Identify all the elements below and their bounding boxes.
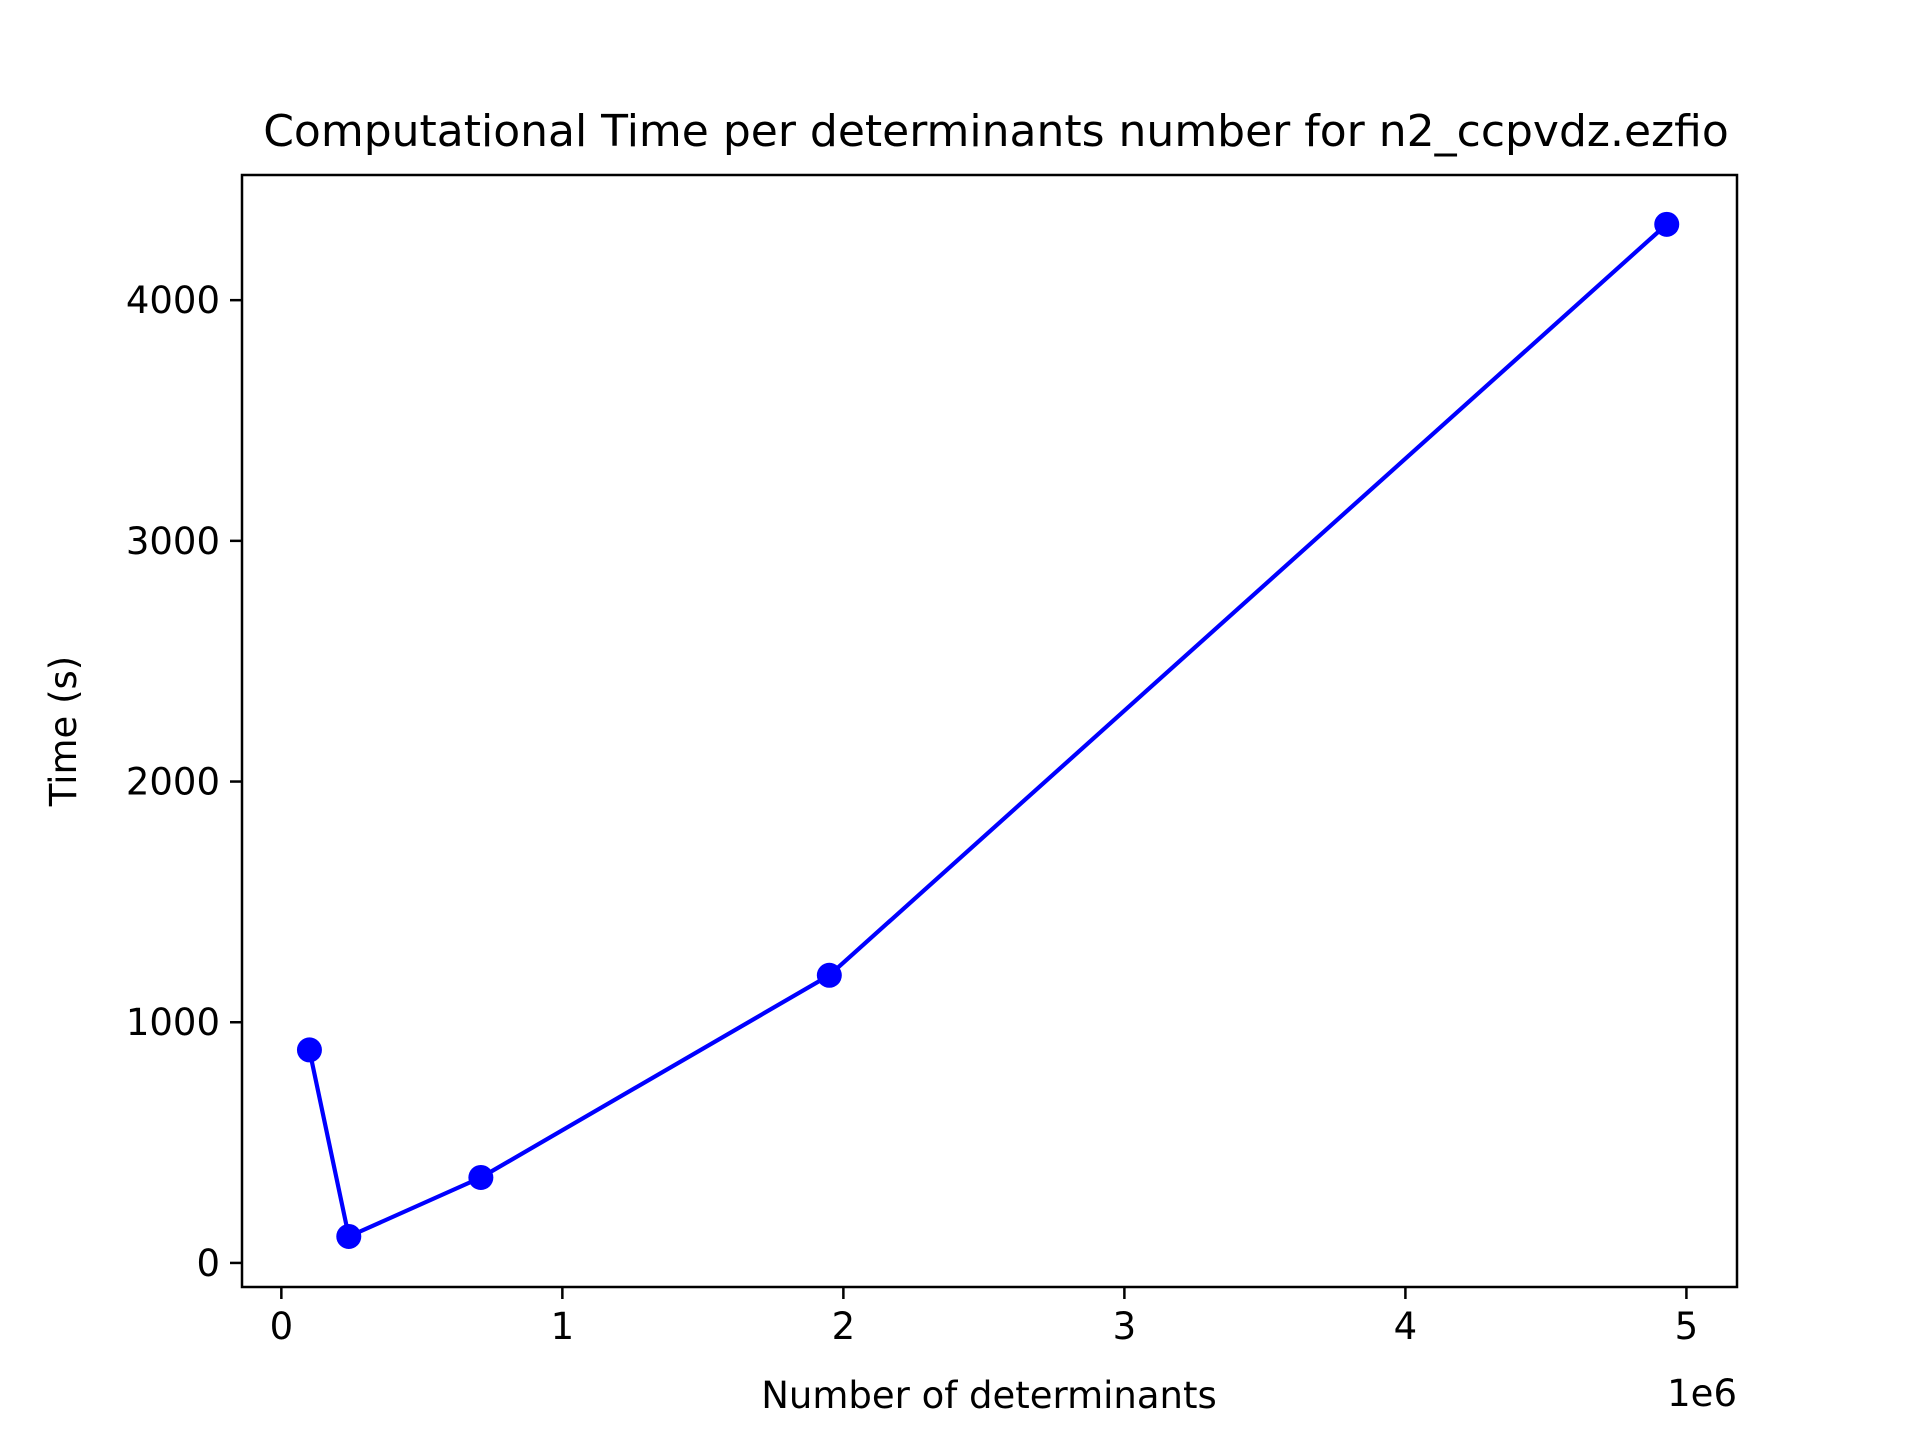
series-group [296, 211, 1680, 1249]
x-tick-label: 3 [1113, 1305, 1137, 1348]
y-tick-label: 4000 [126, 279, 220, 322]
x-axis-label: Number of determinants [761, 1374, 1217, 1417]
chart-title: Computational Time per determinants numb… [263, 106, 1729, 157]
data-point [296, 1037, 322, 1063]
y-tick-label: 3000 [126, 520, 220, 563]
data-point [336, 1223, 362, 1249]
x-tick-label: 0 [270, 1305, 294, 1348]
y-tick-label: 2000 [126, 761, 220, 804]
data-point [1654, 211, 1680, 237]
y-tick-label: 1000 [126, 1001, 220, 1044]
data-point [816, 962, 842, 988]
x-axis-offset-label: 1e6 [1667, 1372, 1737, 1415]
x-axis-ticks: 0 1 2 3 4 5 [270, 1287, 1699, 1348]
x-tick-label: 4 [1394, 1305, 1418, 1348]
x-tick-label: 1 [551, 1305, 575, 1348]
plot-area: 0 1 2 3 4 5 0 1000 2000 3000 4000 [126, 173, 1739, 1348]
data-point [468, 1164, 494, 1190]
axes-frame [240, 173, 1739, 1289]
y-axis-label: Time (s) [42, 656, 85, 807]
y-axis-ticks: 0 1000 2000 3000 4000 [126, 279, 242, 1285]
x-tick-label: 2 [832, 1305, 856, 1348]
x-tick-label: 5 [1675, 1305, 1699, 1348]
y-tick-label: 0 [196, 1242, 220, 1285]
